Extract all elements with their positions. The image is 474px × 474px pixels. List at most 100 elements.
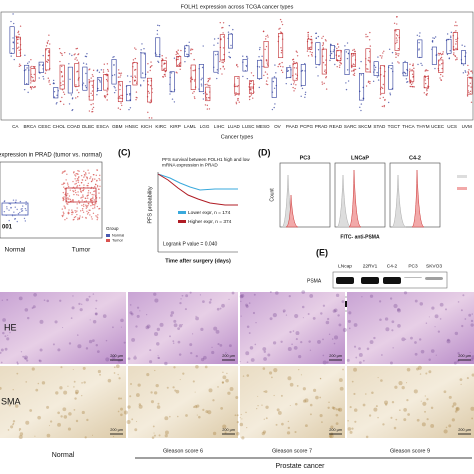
jitter-dot xyxy=(188,41,190,43)
jitter-dot xyxy=(62,91,65,93)
tissue-texture xyxy=(294,402,298,406)
tissue-texture xyxy=(173,366,176,369)
jitter-dot xyxy=(413,86,415,88)
tissue-texture xyxy=(358,347,361,350)
tissue-texture xyxy=(245,304,249,308)
jitter-dot xyxy=(222,47,225,49)
jitter-dot xyxy=(190,52,192,55)
jitter-dot xyxy=(324,39,327,41)
tissue-texture xyxy=(403,408,407,412)
tissue-texture xyxy=(414,352,418,356)
jitter-dot xyxy=(279,27,281,30)
tissue-texture xyxy=(95,307,97,310)
jitter-dot xyxy=(332,50,334,53)
jitter-dot xyxy=(156,33,159,35)
tissue-texture xyxy=(435,354,437,356)
axis-title: PFS probability xyxy=(147,186,153,224)
jitter-dot xyxy=(424,77,427,79)
jitter-dot xyxy=(34,86,36,88)
tissue-texture xyxy=(302,387,306,391)
tissue-texture xyxy=(9,331,11,334)
tissue-texture xyxy=(267,353,271,357)
tissue-texture xyxy=(273,368,278,373)
jitter-dot xyxy=(94,207,96,209)
tissue-texture xyxy=(289,382,294,387)
tissue-texture xyxy=(37,415,41,420)
tissue-texture xyxy=(225,378,229,383)
tissue-texture xyxy=(70,317,73,319)
tissue-texture xyxy=(57,348,61,352)
tissue-texture xyxy=(0,361,3,364)
tissue-texture xyxy=(342,327,347,333)
jitter-dot xyxy=(80,181,83,184)
jitter-dot xyxy=(75,191,77,194)
label: LIHC xyxy=(214,124,225,129)
tissue-texture xyxy=(164,430,169,435)
tissue-texture xyxy=(431,306,435,310)
jitter-dot xyxy=(95,203,97,205)
jitter-dot xyxy=(163,63,165,65)
jitter-dot xyxy=(87,169,89,171)
jitter-dot xyxy=(207,84,209,87)
band xyxy=(336,277,354,284)
box xyxy=(53,87,59,99)
tissue-texture xyxy=(117,373,119,376)
jitter-dot xyxy=(204,83,206,86)
jitter-dot xyxy=(330,43,332,46)
jitter-dot xyxy=(367,80,370,82)
tissue-texture xyxy=(194,404,198,408)
tissue-texture xyxy=(96,350,100,354)
tissue-texture xyxy=(139,310,141,312)
tissue-texture xyxy=(249,346,254,350)
jitter-dot xyxy=(396,53,398,55)
tissue-texture xyxy=(113,366,116,369)
tissue-texture xyxy=(75,391,78,395)
jitter-dot xyxy=(278,28,280,30)
jitter-dot xyxy=(63,103,65,106)
tissue-texture xyxy=(443,429,448,434)
tissue-texture xyxy=(470,323,474,327)
tissue-texture xyxy=(136,306,140,309)
jitter-dot xyxy=(73,54,75,56)
jitter-dot xyxy=(85,197,87,200)
jitter-dot xyxy=(209,78,211,80)
jitter-dot xyxy=(280,49,283,52)
jitter-dot xyxy=(325,76,328,78)
jitter-dot xyxy=(426,88,428,90)
jitter-dot xyxy=(39,64,41,66)
tissue-texture xyxy=(135,393,140,398)
jitter-dot xyxy=(208,108,211,110)
jitter-dot xyxy=(206,108,209,110)
jitter-dot xyxy=(279,65,282,68)
jitter-dot xyxy=(426,89,428,92)
jitter-dot xyxy=(360,109,362,112)
jitter-dot xyxy=(456,58,458,61)
jitter-dot xyxy=(76,210,78,212)
jitter-dot xyxy=(367,35,369,38)
label: HE xyxy=(4,322,17,332)
jitter-dot xyxy=(360,103,363,105)
jitter-dot xyxy=(78,200,80,202)
jitter-dot xyxy=(376,71,378,74)
tissue-texture xyxy=(222,371,224,374)
tissue-texture xyxy=(255,322,257,324)
jitter-dot xyxy=(58,47,61,50)
tissue-texture xyxy=(178,353,182,356)
jitter-dot xyxy=(87,182,90,185)
tissue-texture xyxy=(150,400,155,404)
jitter-dot xyxy=(347,52,350,55)
jitter-dot xyxy=(128,108,130,111)
box xyxy=(161,60,167,71)
label: (C) xyxy=(118,147,131,157)
tissue-texture xyxy=(391,400,395,404)
jitter-dot xyxy=(467,71,469,73)
jitter-dot xyxy=(334,63,336,66)
label: LNCaP xyxy=(351,155,369,161)
box xyxy=(30,68,36,82)
jitter-dot xyxy=(76,203,78,205)
jitter-dot xyxy=(92,69,95,72)
label: (D) xyxy=(258,147,271,157)
jitter-dot xyxy=(258,56,260,58)
tissue-texture xyxy=(55,391,59,395)
jitter-dot xyxy=(61,76,63,78)
